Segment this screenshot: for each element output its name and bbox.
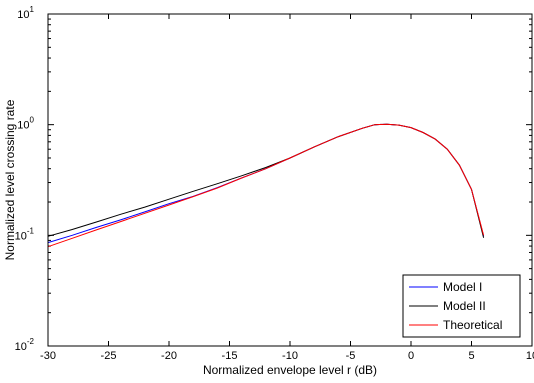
- x-tick-label: -15: [222, 350, 238, 362]
- legend-label: Theoretical: [443, 318, 502, 332]
- x-tick-label: -5: [346, 350, 356, 362]
- series-layer: [47, 123, 485, 248]
- x-tick-label: -30: [40, 350, 56, 362]
- y-tick-label: 10-2: [15, 337, 35, 353]
- legend-label: Model II: [443, 299, 486, 313]
- y-tick-label: 10-1: [15, 226, 35, 242]
- plot-frame: [47, 13, 533, 347]
- y-axis-label: Normalized level crossing rate: [3, 99, 17, 260]
- x-tick-label: 0: [408, 350, 414, 362]
- x-axis-label: Normalized envelope level r (dB): [203, 363, 377, 377]
- x-tick-label: 5: [468, 350, 474, 362]
- legend: Model I Model II Theoretical: [402, 274, 521, 338]
- series-line-theoretical: [47, 123, 485, 248]
- x-tick-label: -10: [282, 350, 298, 362]
- legend-label: Model I: [443, 280, 482, 294]
- tick-labels-layer: -30 -25 -20 -15 -10 -5 0 5 10 10-2 10-1 100 101: [15, 5, 534, 362]
- y-tick-label: 100: [17, 116, 34, 132]
- y-tick-label: 101: [17, 5, 34, 21]
- x-tick-label: -20: [161, 350, 177, 362]
- x-tick-label: 10: [526, 350, 534, 362]
- x-tick-label: -25: [101, 350, 117, 362]
